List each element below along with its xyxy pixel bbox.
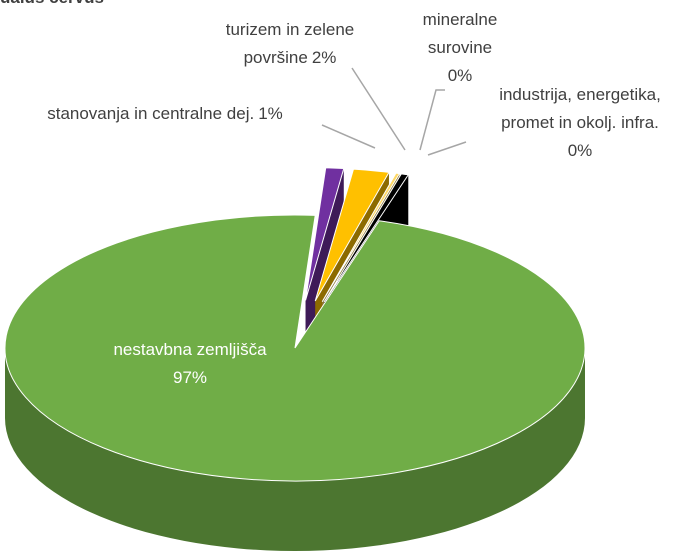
- data-label: nestavbna zemljišča 97%: [110, 336, 270, 392]
- leader-lines: [321, 67, 467, 156]
- data-label: turizem in zelene površine 2%: [205, 16, 375, 72]
- leader-line: [321, 124, 376, 149]
- slice: [4, 214, 586, 482]
- slice-side: [5, 348, 585, 551]
- leader-line: [419, 89, 445, 151]
- leader-line: [351, 67, 406, 151]
- value-label: 0%: [567, 141, 593, 160]
- value-label: 2%: [311, 48, 337, 67]
- data-label: stanovanja in centralne dej. 1%: [5, 100, 325, 128]
- value-label: 0%: [447, 66, 473, 85]
- data-label: industrija, energetika, promet in okolj.…: [490, 81, 670, 165]
- slice: [323, 173, 410, 303]
- category-label: nestavbna zemljišča: [113, 340, 267, 359]
- category-label: mineralne surovine: [422, 10, 498, 57]
- chart-title: ualus cervus: [0, 0, 104, 8]
- category-label: turizem in zelene površine: [225, 20, 355, 67]
- category-label: stanovanja in centralne dej.: [47, 104, 255, 123]
- leader-line: [427, 141, 467, 156]
- slice: [321, 172, 401, 303]
- value-label: 1%: [258, 104, 283, 123]
- slice: [314, 168, 390, 302]
- slice: [305, 167, 345, 301]
- value-label: 97%: [172, 368, 208, 387]
- category-label: industrija, energetika, promet in okolj.…: [499, 85, 661, 132]
- data-label: mineralne surovine 0%: [405, 6, 515, 90]
- slice-tops: [4, 167, 586, 482]
